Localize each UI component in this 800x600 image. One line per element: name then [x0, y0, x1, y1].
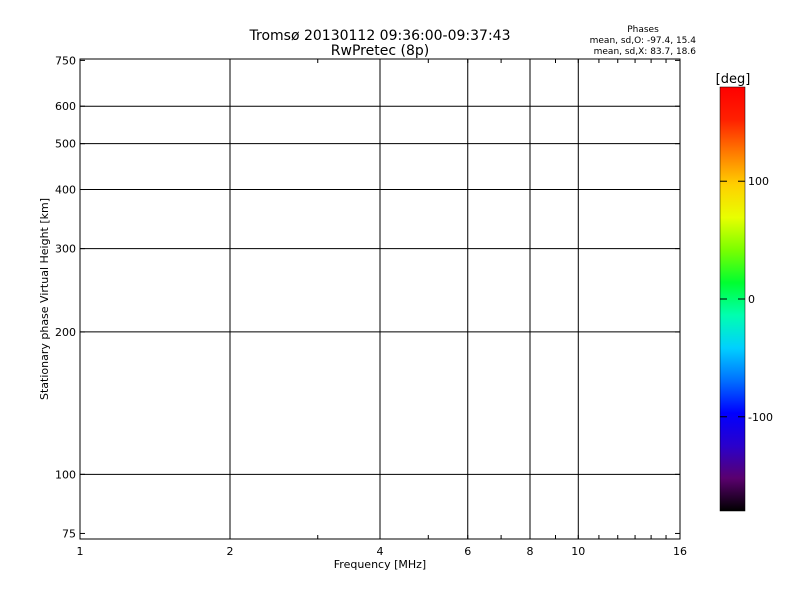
- colorbar-tick-label: 100: [748, 175, 769, 188]
- y-axis-label: Stationary phase Virtual Height [km]: [38, 198, 51, 400]
- stats-heading: Phases: [627, 25, 659, 35]
- y-tick-label: 75: [62, 527, 76, 540]
- y-tick-label: 200: [55, 326, 76, 339]
- colorbar-tick-label: 0: [748, 293, 755, 306]
- y-tick-label: 500: [55, 138, 76, 151]
- stats-o-line: mean, sd,O: -97.4, 15.4: [590, 36, 697, 46]
- x-tick-label: 2: [227, 545, 234, 558]
- y-tick-label: 750: [55, 54, 76, 67]
- x-tick-label: 6: [464, 545, 471, 558]
- y-tick-label: 300: [55, 243, 76, 256]
- x-tick-label: 16: [673, 545, 687, 558]
- chart-title: Tromsø 20130112 09:36:00-09:37:43: [249, 28, 511, 44]
- y-tick-label: 600: [55, 100, 76, 113]
- x-axis-label: Frequency [MHz]: [334, 558, 426, 571]
- x-tick-label: 4: [377, 545, 384, 558]
- y-axis-ticks: 75 100 200 300 400 500 600 750: [55, 54, 680, 540]
- x-axis-ticks: 1 2 4 6 8 10 16: [77, 59, 687, 558]
- colorbar-tick-label: -100: [748, 411, 773, 424]
- grid-lines: [80, 59, 680, 539]
- chart-subtitle: RwPretec (8p): [331, 43, 429, 59]
- stats-x-line: mean, sd,X: 83.7, 18.6: [594, 47, 697, 57]
- y-tick-label: 100: [55, 468, 76, 481]
- y-tick-label: 400: [55, 184, 76, 197]
- x-tick-label: 10: [571, 545, 585, 558]
- colorbar-ticks: 100 0 -100: [720, 175, 773, 424]
- colorbar-title: [deg]: [716, 72, 751, 87]
- x-tick-label: 1: [77, 545, 84, 558]
- x-tick-label: 8: [527, 545, 534, 558]
